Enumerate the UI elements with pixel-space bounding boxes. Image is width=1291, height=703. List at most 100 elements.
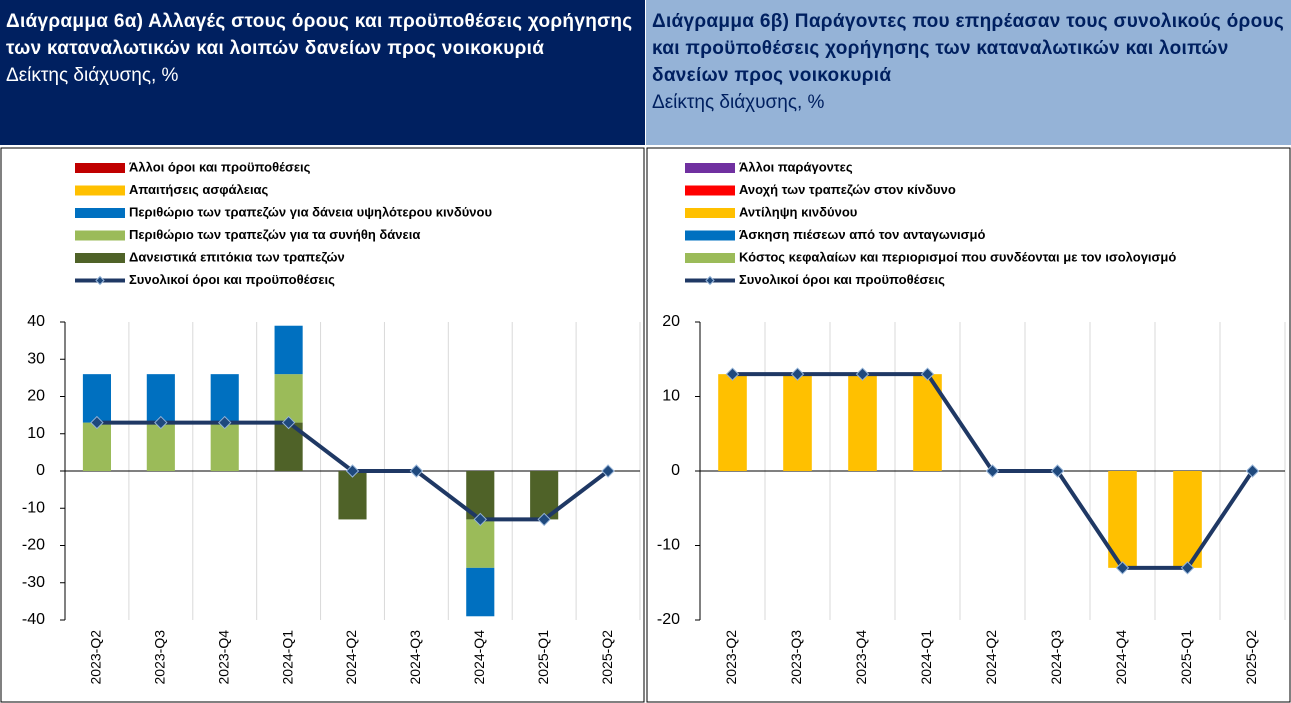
legend-label: Αντίληψη κινδύνου [739,204,858,219]
line-marker [409,464,424,478]
x-tick-label: 2025-Q1 [535,630,551,685]
y-tick-label: 30 [27,350,45,367]
legend-swatch [685,253,735,263]
line-marker [601,464,615,478]
y-tick-label: -20 [22,537,45,554]
line-marker [218,415,232,430]
x-tick-label: 2024-Q2 [343,630,359,685]
y-tick-label: 0 [671,462,680,479]
legend-swatch [75,230,125,241]
chart-subtitle: Δείκτης διάχυσης, % [6,65,179,86]
line-marker [790,367,805,381]
line-marker [537,512,551,527]
line-marker [1050,464,1065,478]
legend-swatch [75,163,125,173]
x-tick-label: 2024-Q1 [279,630,295,685]
legend-marker [95,275,105,286]
y-tick-label: -30 [22,574,45,591]
chart: -20 -10 0 10 20 2023-Q2 2023-Q3 2023-Q4 2024-Q1 2… [646,147,1291,703]
x-tick-label: 2025-Q2 [599,630,615,685]
line-marker [985,464,1000,478]
legend-label: Περιθώριο των τραπεζών για τα συνήθη δάν… [129,227,420,242]
legend-label: Ανοχή των τραπεζών στον κίνδυνο [739,182,956,197]
x-tick-label: 2023-Q2 [723,630,739,685]
chart-title: Διάγραμμα 6α) Αλλαγές στους όρους και πρ… [6,11,633,59]
line-marker [920,367,935,381]
chart-title: Διάγραμμα 6β) Παράγοντες που επηρέασαν τ… [652,11,1285,86]
bar [274,374,303,423]
line-marker [154,415,168,430]
bar [210,422,239,471]
bar [82,422,111,471]
y-tick-label: -20 [657,611,680,628]
legend-swatch [75,253,125,263]
legend-swatch [685,163,735,173]
chart: -40 -30 -20 -10 0 10 20 30 40 2023-Q2 2023-Q3 2023-… [0,147,645,703]
y-tick-label: 40 [27,313,45,330]
bar [210,374,239,423]
y-tick-label: 0 [36,462,45,479]
x-tick-label: 2023-Q3 [152,630,168,685]
x-tick-label: 2024-Q4 [1113,630,1129,685]
legend-swatch [75,185,125,196]
legend-swatch [685,208,735,218]
y-tick-label: -10 [657,537,680,554]
bar [466,519,495,568]
legend-label: Δανειστικά επιτόκια των τραπεζών [129,249,345,264]
legend-label: Άλλοι παράγοντες [739,159,853,174]
line-marker [1180,561,1195,575]
legend-label: Περιθώριο των τραπεζών για δάνεια υψηλότ… [129,204,492,219]
bar [82,374,111,423]
line-marker [725,367,740,381]
x-tick-label: 2024-Q4 [471,630,487,685]
legend-label: Κόστος κεφαλαίων και περιορισμοί που συν… [739,249,1176,264]
legend-label: Απαιτήσεις ασφάλειας [129,182,269,197]
line-marker [281,415,296,430]
chart-border [646,147,1291,703]
bar [274,325,303,375]
bar [146,422,175,471]
line-marker [1245,464,1260,478]
x-tick-label: 2023-Q2 [88,630,104,685]
x-tick-label: 2024-Q1 [918,630,934,685]
x-tick-label: 2023-Q3 [788,630,804,685]
bar [848,374,877,471]
legend-marker [705,275,715,286]
line-marker [345,464,360,478]
y-tick-label: 20 [27,388,45,405]
header: Διάγραμμα 6α) Αλλαγές στους όρους και πρ… [0,0,645,145]
x-tick-label: 2025-Q2 [1243,630,1259,685]
x-tick-label: 2023-Q4 [853,630,869,685]
y-tick-label: -40 [22,611,45,628]
line-marker [473,512,487,527]
legend-swatch [75,208,125,218]
panel-b: Διάγραμμα 6β) Παράγοντες που επηρέασαν τ… [646,0,1291,145]
x-tick-label: 2025-Q1 [1178,630,1194,685]
y-tick-label: 20 [662,313,680,330]
header: Διάγραμμα 6β) Παράγοντες που επηρέασαν τ… [646,0,1291,145]
x-tick-label: 2024-Q3 [407,630,423,685]
bar [718,374,747,471]
y-tick-label: -10 [22,499,45,516]
chart-border [0,147,645,703]
legend-label: Άσκηση πιέσεων από τον ανταγωνισμό [739,227,986,242]
y-tick-label: 10 [662,388,680,405]
legend-label: Συνολικοί όροι και προϋποθέσεις [739,272,945,287]
bar [146,374,175,423]
line-marker [855,367,870,381]
bar [466,567,495,617]
panel-a: Διάγραμμα 6α) Αλλαγές στους όρους και πρ… [0,0,645,145]
x-tick-label: 2023-Q4 [215,630,231,685]
x-tick-label: 2024-Q2 [983,630,999,685]
x-tick-label: 2024-Q3 [1048,630,1064,685]
line-marker [90,415,104,430]
bar [783,374,812,471]
bar [338,471,367,520]
chart-subtitle: Δείκτης διάχυσης, % [652,92,825,113]
y-tick-label: 10 [27,425,45,442]
legend-label: Άλλοι όροι και προϋποθέσεις [129,159,311,174]
legend-swatch [685,230,735,241]
legend-swatch [685,185,735,196]
legend-label: Συνολικοί όροι και προϋποθέσεις [129,272,335,287]
